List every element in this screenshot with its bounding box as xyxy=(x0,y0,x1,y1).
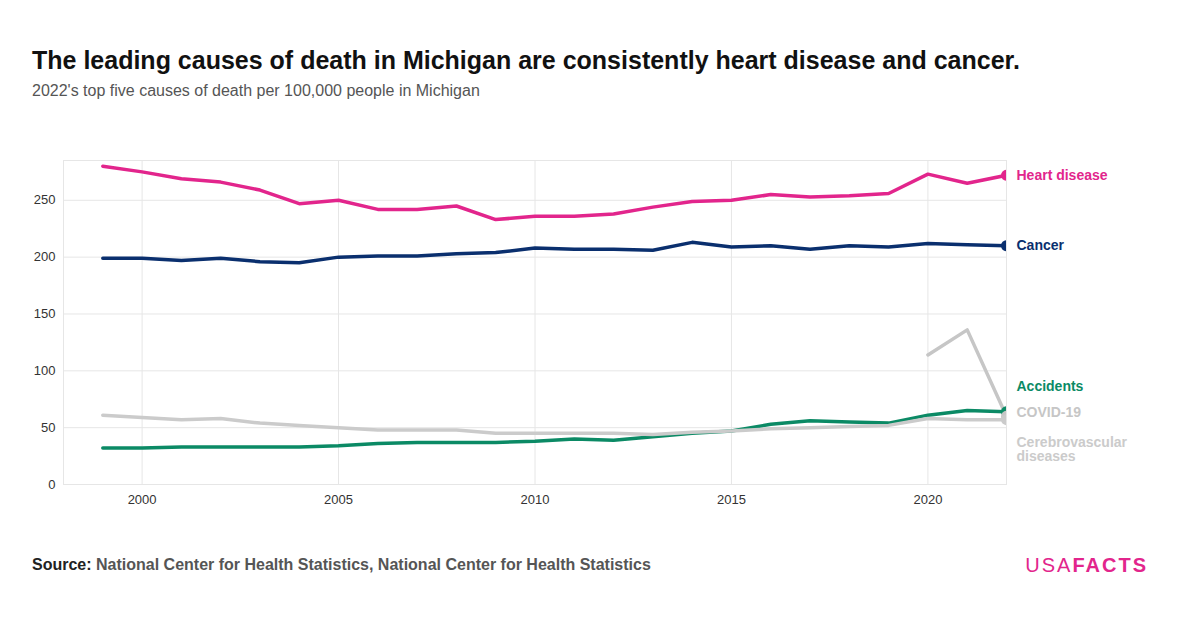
svg-text:150: 150 xyxy=(34,306,56,321)
svg-text:2000: 2000 xyxy=(128,492,157,507)
html-text:USA FACTS: USA FACTS xyxy=(1025,554,1148,576)
svg-text:2015: 2015 xyxy=(717,492,746,507)
svg-text:2020: 2020 xyxy=(913,492,942,507)
svg-text:50: 50 xyxy=(41,420,55,435)
svg-text:COVID-19: COVID-19 xyxy=(1017,404,1082,420)
svg-text:250: 250 xyxy=(34,192,56,207)
svg-text:Cancer: Cancer xyxy=(1017,237,1065,253)
svg-text:Cerebrovasculardiseases: Cerebrovasculardiseases xyxy=(1017,434,1128,464)
svg-text:0: 0 xyxy=(48,477,55,492)
html-text:Source: National Center for He: Source: National Center for Health Stati… xyxy=(32,556,651,573)
svg-text:Heart disease: Heart disease xyxy=(1017,167,1108,183)
svg-text:200: 200 xyxy=(34,249,56,264)
svg-text:2010: 2010 xyxy=(521,492,550,507)
html-text:2022's top five causes of deat: 2022's top five causes of death per 100,… xyxy=(32,82,480,99)
html-text:The leading causes of death in: The leading causes of death in Michigan … xyxy=(32,46,1020,74)
svg-text:Accidents: Accidents xyxy=(1017,378,1084,394)
svg-text:2005: 2005 xyxy=(324,492,353,507)
svg-text:100: 100 xyxy=(34,363,56,378)
